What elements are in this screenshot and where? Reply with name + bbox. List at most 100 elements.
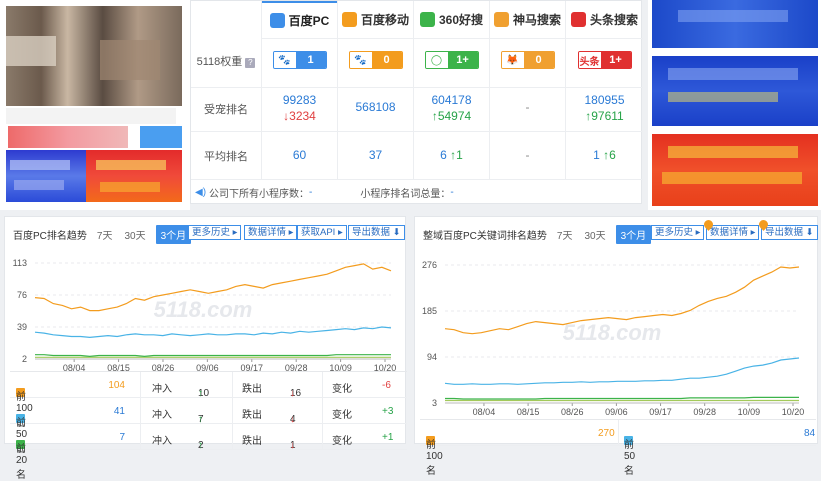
engine-tab[interactable]: 头条搜索 xyxy=(566,1,643,39)
rank-value[interactable]: 99283 xyxy=(282,93,317,107)
legend-table: 前100名 104 冲入 10 ↑ 跌出 16 ↓ 变化 -6 前50名 41 冲入 7 ↑ 跌出 4 ↓ 变化 +3… xyxy=(10,371,407,481)
weight-badge[interactable]: 🐾 1 xyxy=(272,51,327,69)
baidu-pc-trend-chart[interactable]: 113 76 39 2 5118.com 08/04 08/15 08/26 09/06 09/1… xyxy=(5,249,405,375)
x-tick-label: 08/15 xyxy=(517,407,540,417)
engine-name: 360好搜 xyxy=(438,13,484,27)
arrow-up-icon: ↑ xyxy=(450,148,457,162)
toutiao-icon: 头条 xyxy=(578,52,601,68)
x-tick-label: 10/20 xyxy=(374,363,397,373)
arrow-up-icon: ↑ xyxy=(198,388,203,399)
y-tick-label: 76 xyxy=(17,290,27,300)
rank-value[interactable]: 604178 xyxy=(431,93,472,107)
baidu-paw-icon: 🐾 xyxy=(273,52,296,68)
avg-change: ↑1 xyxy=(450,148,463,162)
baidu-paw-icon xyxy=(269,13,285,28)
engine-column-1: 百度移动 🐾 0 568108 37 xyxy=(337,1,413,179)
divider xyxy=(232,372,233,397)
weight-badge[interactable]: 🐾 0 xyxy=(348,51,403,69)
arrow-up-icon: ↑ xyxy=(431,109,438,123)
panel-title: 整域百度PC关键词排名趋势 xyxy=(423,231,547,242)
legend-row[interactable]: 前100名 270 前50名 84 xyxy=(420,420,816,477)
x-tick-label: 08/04 xyxy=(63,363,86,373)
rank-row-label: 受宠排名 xyxy=(204,104,248,116)
toutiao-icon xyxy=(570,12,586,27)
tab-3m[interactable]: 3个月 xyxy=(615,225,652,244)
rank-value[interactable]: 180955 xyxy=(584,93,625,107)
engine-tab[interactable]: 百度移动 xyxy=(338,1,413,39)
data-detail-button[interactable]: 数据详情 ▸ xyxy=(244,225,298,240)
x-tick-label: 09/06 xyxy=(605,407,628,417)
row-divider xyxy=(191,131,261,132)
more-history-button[interactable]: 更多历史 ▸ xyxy=(188,225,242,240)
tab-7d[interactable]: 7天 xyxy=(96,231,113,242)
row-divider xyxy=(338,87,413,88)
weight-row-label: 5118权重 ? xyxy=(191,53,261,69)
engine-tab[interactable]: 百度PC xyxy=(262,1,337,39)
checkbox-icon[interactable] xyxy=(624,436,633,445)
x-tick-label: 10/09 xyxy=(738,407,761,417)
series-line[interactable] xyxy=(35,354,391,358)
arrow-down-icon: ↓ xyxy=(290,388,295,399)
tab-30d[interactable]: 30天 xyxy=(584,231,606,242)
domain-keyword-trend-panel: 整域百度PC关键词排名趋势 7天 30天 3个月 更多历史 ▸ 数据详情 ▸ 导… xyxy=(414,216,818,477)
export-data-button[interactable]: 导出数据 ⬇ xyxy=(761,225,818,240)
engine-name: 百度PC xyxy=(288,14,330,28)
x-tick-label: 08/26 xyxy=(561,407,584,417)
divider xyxy=(322,372,323,397)
weight-badge[interactable]: 🦊 0 xyxy=(500,51,555,69)
engine-name: 百度移动 xyxy=(360,13,409,27)
weight-badge[interactable]: ◯ 1+ xyxy=(424,51,479,69)
domain-keyword-trend-chart[interactable]: 276 185 94 3 5118.com 08/04 08/15 08/26 09/06 09/… xyxy=(415,249,815,419)
arrow-up-icon: ↑ xyxy=(603,148,610,162)
legend-row[interactable]: 前50名 41 冲入 7 ↑ 跌出 4 ↓ 变化 +3 xyxy=(10,398,407,455)
checkbox-icon[interactable] xyxy=(16,388,25,397)
engine-tab[interactable]: 360好搜 xyxy=(414,1,489,39)
x-tick-label: 09/06 xyxy=(196,363,219,373)
engine-tab[interactable]: 神马搜索 xyxy=(490,1,565,39)
row-divider xyxy=(262,131,337,132)
blurred-ad-right[interactable] xyxy=(648,0,821,210)
checkbox-icon[interactable] xyxy=(16,414,25,423)
arrow-up-icon: ↑ xyxy=(198,414,203,425)
tab-30d[interactable]: 30天 xyxy=(124,231,146,242)
y-tick-label: 185 xyxy=(422,306,437,316)
watermark: 5118.com xyxy=(154,297,253,322)
weight-badge[interactable]: 头条 1+ xyxy=(577,51,632,69)
y-tick-label: 3 xyxy=(432,398,437,408)
series-line[interactable] xyxy=(34,326,392,339)
divider xyxy=(140,424,141,449)
row-divider xyxy=(262,87,337,88)
row-divider xyxy=(566,131,643,132)
more-history-button[interactable]: 更多历史 ▸ xyxy=(651,225,705,240)
watermark: 5118.com xyxy=(563,320,662,345)
checkbox-icon[interactable] xyxy=(426,436,435,445)
legend-row[interactable]: 前20名 7 冲入 2 ↑ 跌出 1 ↓ 变化 +1 xyxy=(10,424,407,481)
help-icon[interactable]: ? xyxy=(245,58,256,68)
engine-name: 神马搜索 xyxy=(512,13,561,27)
export-data-button[interactable]: 导出数据 ⬇ xyxy=(348,225,405,240)
series-line[interactable] xyxy=(444,266,800,335)
avg-rank: - xyxy=(525,148,530,162)
series-line[interactable] xyxy=(34,263,392,312)
engine-name: 头条搜索 xyxy=(589,13,638,27)
divider xyxy=(232,424,233,449)
avg-rank: 37 xyxy=(368,148,383,162)
y-tick-label: 94 xyxy=(427,352,437,362)
data-detail-button[interactable]: 数据详情 ▸ xyxy=(706,225,760,240)
get-api-button[interactable]: 获取API ▸ xyxy=(297,225,347,240)
blurred-ad-left[interactable] xyxy=(0,0,190,210)
weight-value: 1+ xyxy=(447,52,478,68)
y-tick-label: 2 xyxy=(22,354,27,364)
baidu-mobile-icon: 🐾 xyxy=(349,52,372,68)
legend-row[interactable]: 前100名 104 冲入 10 ↑ 跌出 16 ↓ 变化 -6 xyxy=(10,372,407,429)
rank-value[interactable]: 568108 xyxy=(355,100,396,114)
avg-row-label: 平均排名 xyxy=(204,151,248,163)
divider xyxy=(322,424,323,449)
tab-3m[interactable]: 3个月 xyxy=(155,225,192,244)
divider xyxy=(232,398,233,423)
avg-change: ↑6 xyxy=(603,148,616,162)
series-line[interactable] xyxy=(444,357,800,385)
tab-7d[interactable]: 7天 xyxy=(556,231,573,242)
divider xyxy=(322,398,323,423)
series-line[interactable] xyxy=(445,396,799,400)
